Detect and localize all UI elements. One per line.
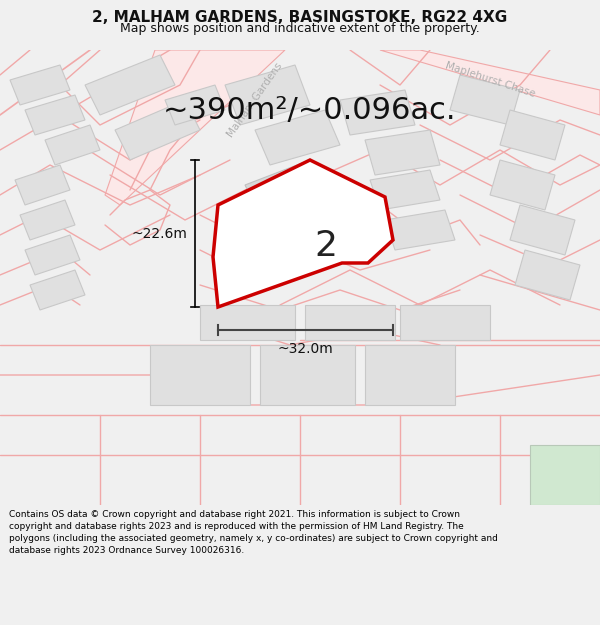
Polygon shape <box>213 160 393 307</box>
Polygon shape <box>380 50 600 115</box>
Polygon shape <box>400 305 490 340</box>
Polygon shape <box>85 55 175 115</box>
Text: Maplehurst Chase: Maplehurst Chase <box>444 61 536 99</box>
Polygon shape <box>500 110 565 160</box>
Text: Map shows position and indicative extent of the property.: Map shows position and indicative extent… <box>120 22 480 35</box>
Polygon shape <box>10 65 70 105</box>
Polygon shape <box>365 345 455 405</box>
Polygon shape <box>45 125 100 165</box>
Polygon shape <box>200 305 295 340</box>
Polygon shape <box>490 160 555 210</box>
Polygon shape <box>25 235 80 275</box>
Text: 2: 2 <box>314 229 337 264</box>
Polygon shape <box>510 205 575 255</box>
Polygon shape <box>30 270 85 310</box>
Polygon shape <box>105 50 285 205</box>
Polygon shape <box>20 200 75 240</box>
Text: ~32.0m: ~32.0m <box>278 342 334 356</box>
Polygon shape <box>365 130 440 175</box>
Polygon shape <box>150 345 250 405</box>
Polygon shape <box>255 110 340 165</box>
Text: Contains OS data © Crown copyright and database right 2021. This information is : Contains OS data © Crown copyright and d… <box>9 511 498 555</box>
Polygon shape <box>385 210 455 250</box>
Text: Malham Gardens: Malham Gardens <box>226 61 284 139</box>
Polygon shape <box>165 85 225 125</box>
Polygon shape <box>515 250 580 300</box>
Polygon shape <box>530 445 600 505</box>
Polygon shape <box>370 170 440 210</box>
Polygon shape <box>340 90 415 135</box>
Polygon shape <box>245 160 335 235</box>
Text: ~22.6m: ~22.6m <box>131 226 187 241</box>
Polygon shape <box>225 65 310 125</box>
Text: ~390m²/~0.096ac.: ~390m²/~0.096ac. <box>163 96 457 125</box>
Polygon shape <box>450 75 520 125</box>
Polygon shape <box>305 305 395 340</box>
Text: 2, MALHAM GARDENS, BASINGSTOKE, RG22 4XG: 2, MALHAM GARDENS, BASINGSTOKE, RG22 4XG <box>92 10 508 25</box>
Polygon shape <box>115 100 200 160</box>
Polygon shape <box>25 95 85 135</box>
Polygon shape <box>260 345 355 405</box>
Polygon shape <box>15 165 70 205</box>
